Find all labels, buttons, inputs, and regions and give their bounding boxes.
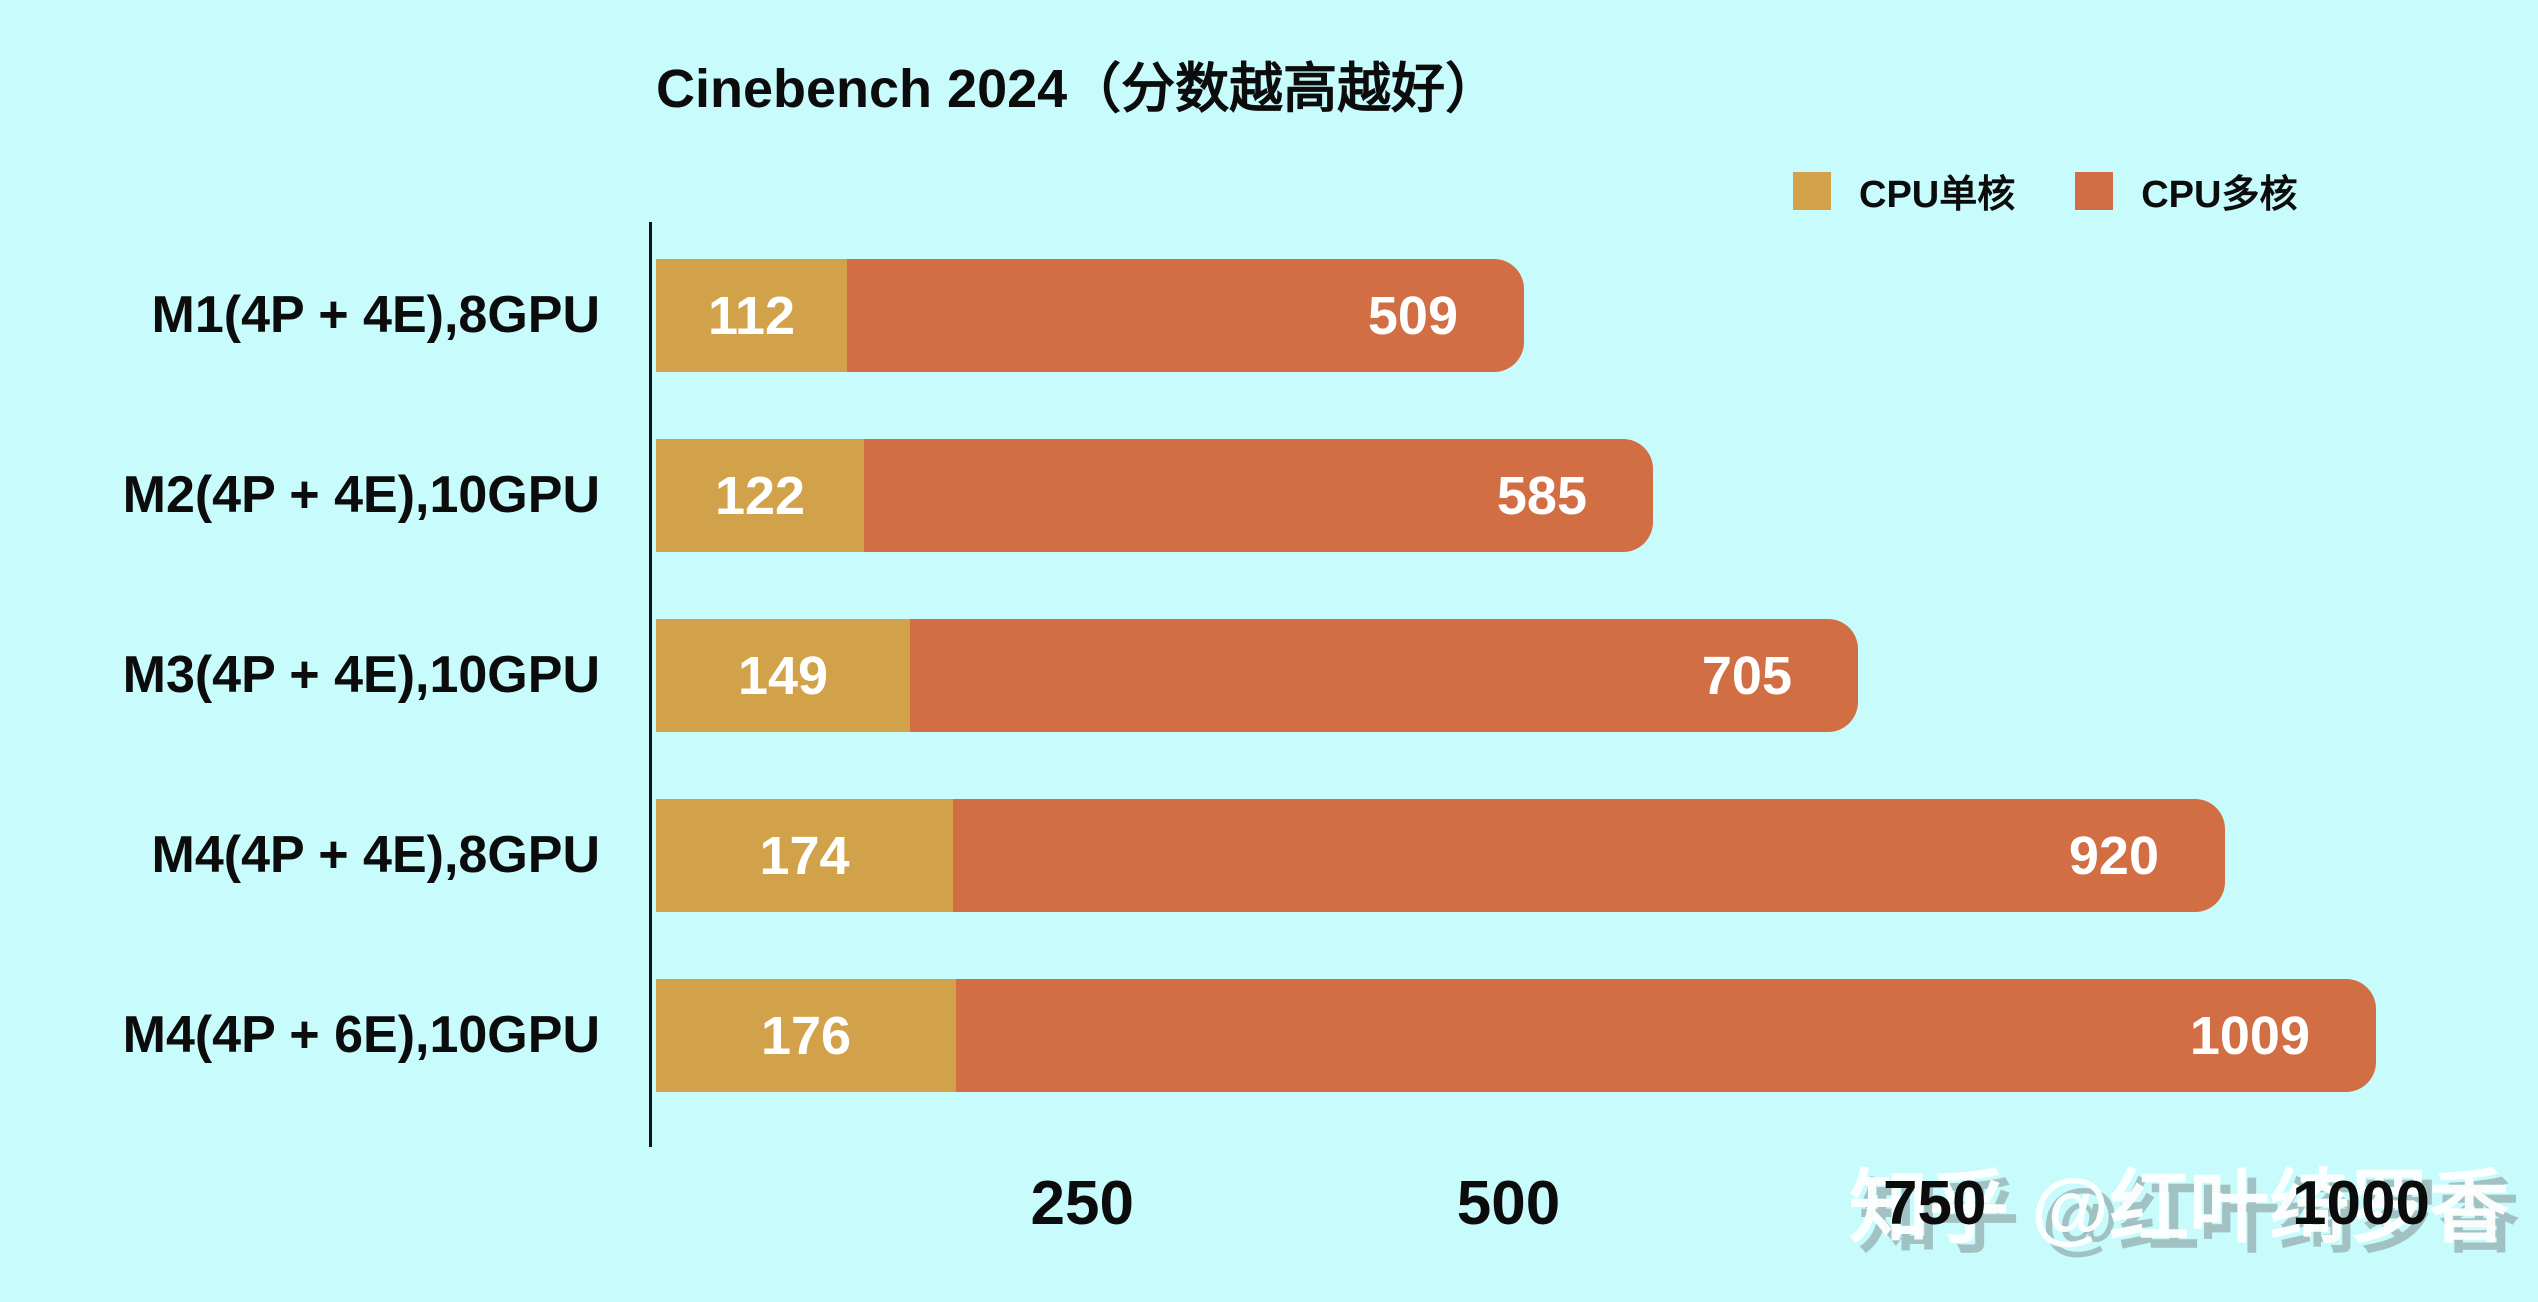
y-axis-line xyxy=(649,222,652,1147)
bar-row: 920 174 xyxy=(656,799,2225,912)
category-label: M2(4P + 4E),10GPU xyxy=(122,466,600,524)
bar-single-core-segment: 122 xyxy=(656,439,864,552)
category-label: M3(4P + 4E),10GPU xyxy=(122,646,600,704)
chart-title: Cinebench 2024（分数越高越好） xyxy=(656,59,1500,119)
bar-row: 509 112 xyxy=(656,259,1524,372)
legend-swatch-multi-core-icon xyxy=(2075,171,2114,210)
x-tick-label: 500 xyxy=(1456,1169,1561,1238)
legend-label-multi-core: CPU多核 xyxy=(2141,174,2298,216)
legend-item-single-core: CPU单核 xyxy=(1793,163,2015,218)
bar-single-core-segment: 174 xyxy=(656,799,953,912)
legend: CPU单核 CPU多核 xyxy=(1793,163,2297,218)
bar-row: 585 122 xyxy=(656,439,1653,552)
bar-single-core-segment: 149 xyxy=(656,619,910,732)
bar-single-core-segment: 112 xyxy=(656,259,847,372)
bar-multi-core-value: 920 xyxy=(2068,825,2159,886)
legend-swatch-single-core-icon xyxy=(1793,171,1831,210)
legend-label-single-core: CPU单核 xyxy=(1859,174,2016,216)
bar-single-core-value: 149 xyxy=(737,645,829,706)
bar-single-core-value: 112 xyxy=(707,285,796,346)
category-label: M4(4P + 6E),10GPU xyxy=(122,1006,600,1064)
bar-multi-core-value: 585 xyxy=(1496,465,1587,526)
category-label: M1(4P + 4E),8GPU xyxy=(151,286,600,344)
bar-row: 1009 176 xyxy=(656,979,2376,1092)
x-tick-label: 1000 xyxy=(2292,1169,2430,1238)
category-label: M4(4P + 4E),8GPU xyxy=(151,826,600,884)
legend-item-multi-core: CPU多核 xyxy=(2075,163,2297,218)
x-tick-label: 750 xyxy=(1883,1169,1987,1238)
bar-multi-core-value: 509 xyxy=(1367,285,1458,346)
bar-multi-core-value: 1009 xyxy=(2189,1005,2310,1066)
bar-row: 705 149 xyxy=(656,619,1858,732)
bar-single-core-value: 122 xyxy=(714,465,806,526)
watermark: 知乎 @红叶绮罗香 xyxy=(1849,1163,2510,1252)
bar-single-core-value: 176 xyxy=(760,1005,852,1066)
bar-multi-core-value: 705 xyxy=(1701,645,1792,706)
bar-single-core-value: 174 xyxy=(759,825,850,886)
bar-single-core-segment: 176 xyxy=(656,979,956,1092)
x-tick-label: 250 xyxy=(1030,1169,1134,1238)
